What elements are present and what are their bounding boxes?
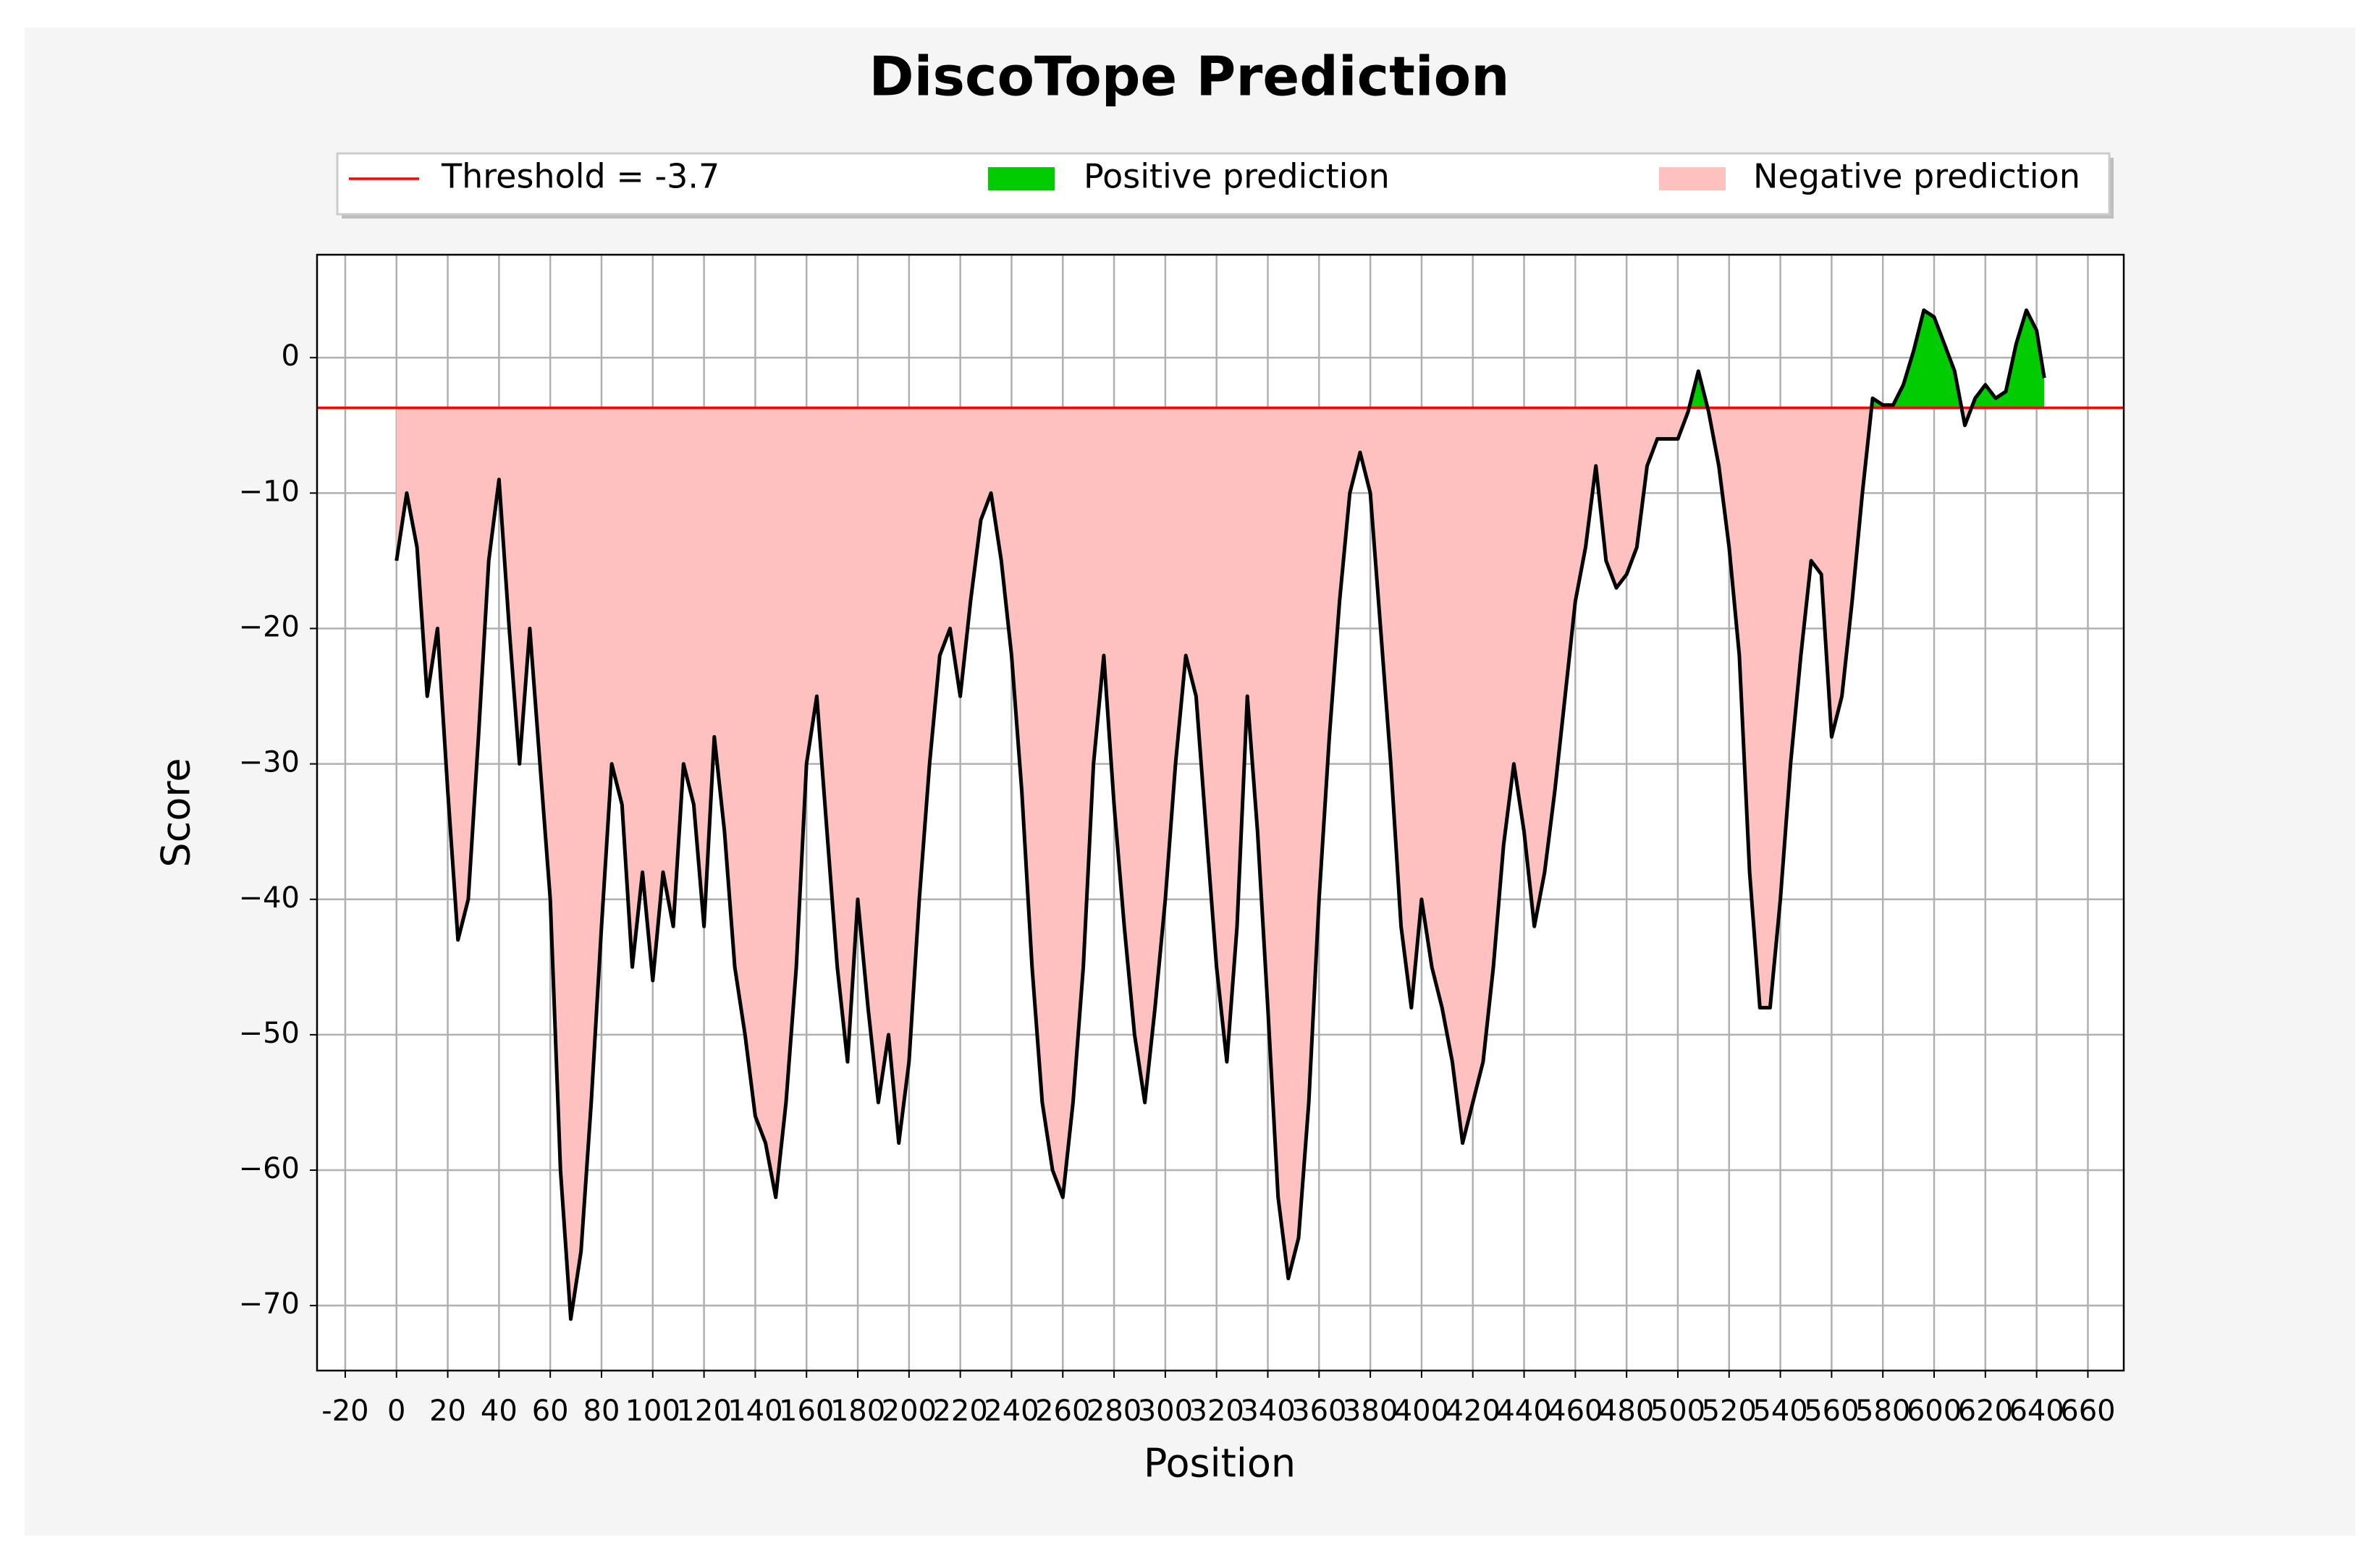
x-tick-label: 500 xyxy=(1650,1394,1705,1428)
x-tick-label: 620 xyxy=(1958,1394,2013,1428)
legend: Threshold = -3.7 Positive prediction Negat… xyxy=(336,152,2114,219)
x-tick-label: -20 xyxy=(321,1394,368,1428)
x-tick-label: 600 xyxy=(1907,1394,1962,1428)
x-tick-label: 420 xyxy=(1446,1394,1501,1428)
x-tick-label: 220 xyxy=(932,1394,987,1428)
legend-label: Positive prediction xyxy=(1084,157,1390,196)
x-tick-label: 360 xyxy=(1291,1394,1346,1428)
score-line xyxy=(394,308,2046,1321)
x-tick-label: 300 xyxy=(1138,1394,1193,1428)
x-tick-label: 140 xyxy=(727,1394,782,1428)
x-tick-label: 180 xyxy=(830,1394,885,1428)
plot-frame xyxy=(316,253,2125,1372)
legend-box xyxy=(336,152,2111,216)
x-tick-label: 580 xyxy=(1855,1394,1910,1428)
legend-negative-swatch xyxy=(1659,167,1726,190)
x-tick-label: 480 xyxy=(1599,1394,1654,1428)
x-tick-label: 380 xyxy=(1343,1394,1398,1428)
x-tick-label: 160 xyxy=(779,1394,834,1428)
y-tick-label: 0 xyxy=(282,339,300,373)
y-tick-label: −40 xyxy=(239,881,300,915)
x-tick-label: 0 xyxy=(387,1394,405,1428)
legend-label: Negative prediction xyxy=(1753,157,2080,196)
y-axis-label: Score xyxy=(153,758,199,867)
y-tick-label: −30 xyxy=(239,746,300,779)
y-tick-label: −50 xyxy=(239,1017,300,1050)
y-tick-label: −20 xyxy=(239,610,300,643)
x-axis-label: Position xyxy=(1144,1441,1296,1486)
x-tick-label: 560 xyxy=(1804,1394,1859,1428)
x-tick-label: 460 xyxy=(1548,1394,1603,1428)
y-tick-label: −60 xyxy=(239,1152,300,1185)
chart-title: DiscoTope Prediction xyxy=(869,45,1509,109)
y-tick-label: −70 xyxy=(239,1287,300,1321)
legend-positive-swatch xyxy=(988,167,1055,190)
negative-area xyxy=(396,407,2045,1319)
x-tick-label: 80 xyxy=(583,1394,620,1428)
x-tick-label: 120 xyxy=(676,1394,731,1428)
y-tick-label: −10 xyxy=(239,475,300,508)
x-tick-label: 400 xyxy=(1394,1394,1449,1428)
x-tick-label: 100 xyxy=(625,1394,680,1428)
x-tick-label: 60 xyxy=(532,1394,569,1428)
x-tick-label: 280 xyxy=(1086,1394,1142,1428)
x-tick-label: 660 xyxy=(2060,1394,2115,1428)
x-tick-label: 20 xyxy=(429,1394,466,1428)
x-tick-label: 440 xyxy=(1496,1394,1551,1428)
x-tick-label: 340 xyxy=(1240,1394,1295,1428)
x-tick-label: 320 xyxy=(1189,1394,1244,1428)
x-tick-label: 200 xyxy=(882,1394,937,1428)
legend-label: Threshold = -3.7 xyxy=(441,157,720,196)
x-tick-label: 260 xyxy=(1035,1394,1090,1428)
x-tick-label: 640 xyxy=(2009,1394,2064,1428)
x-tick-label: 240 xyxy=(984,1394,1039,1428)
x-tick-label: 540 xyxy=(1752,1394,1807,1428)
x-tick-label: 520 xyxy=(1702,1394,1757,1428)
x-tick-label: 40 xyxy=(481,1394,518,1428)
